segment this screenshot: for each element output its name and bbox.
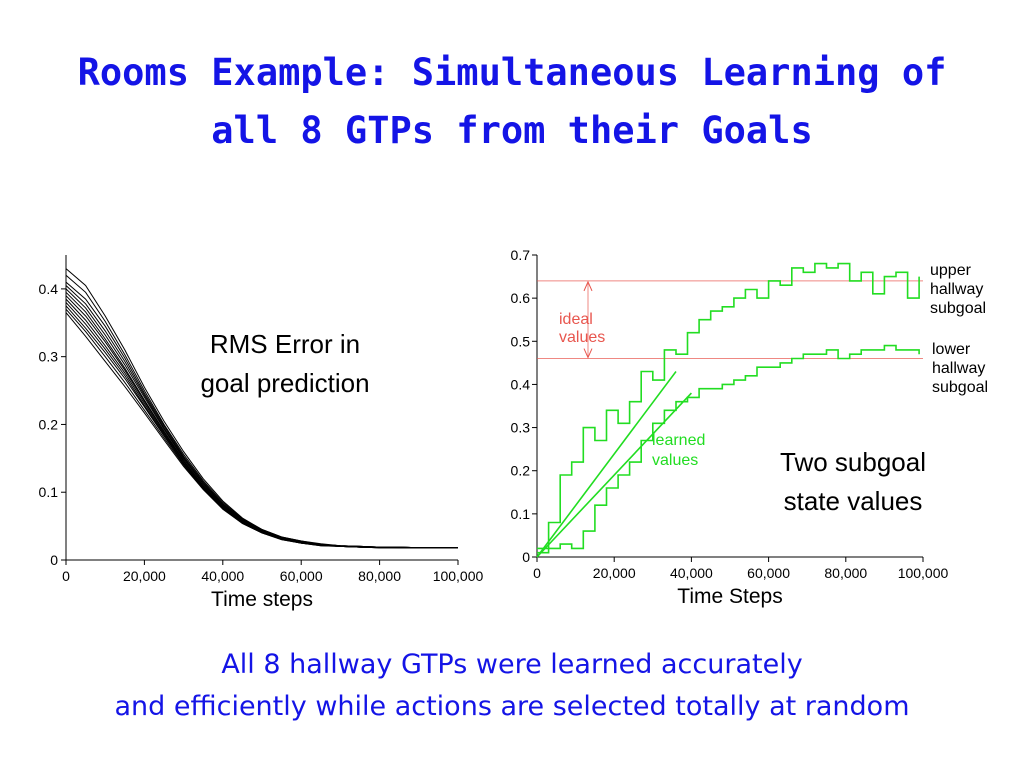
x-tick-label: 20,000 <box>123 568 166 584</box>
y-tick-label: 0.7 <box>511 247 531 263</box>
lower-subgoal-label: hallway <box>932 360 985 377</box>
y-tick-label: 0.2 <box>39 416 59 432</box>
y-tick-label: 0.6 <box>511 290 531 306</box>
y-tick-label: 0.1 <box>511 506 531 522</box>
upper-subgoal-label: hallway <box>930 281 983 298</box>
x-tick-label: 0 <box>533 565 541 581</box>
caption-line-1: All 8 hallway GTPs were learned accurate… <box>221 649 803 680</box>
ideal-values-label: values <box>559 329 605 346</box>
y-tick-label: 0.2 <box>511 463 531 479</box>
slide-title-line-1: Rooms Example: Simultaneous Learning of <box>77 51 947 94</box>
learned-series-line <box>537 344 920 554</box>
y-tick-label: 0.4 <box>511 376 531 392</box>
learned-series-line <box>537 262 920 550</box>
x-axis-label: Time Steps <box>677 585 782 608</box>
lower-subgoal-label: subgoal <box>932 379 988 396</box>
learned-values-label: learned <box>652 432 705 449</box>
rms-series-line <box>65 288 458 549</box>
rms-series-line <box>65 312 458 549</box>
ideal-arrow-head <box>583 348 593 359</box>
rms-error-chart: 0 20,000 40,000 60,000 80,000 100,000 0 0.1 0.2 0… <box>39 255 484 611</box>
x-tick-label: 80,000 <box>824 565 867 581</box>
y-tick-label: 0.3 <box>39 349 59 365</box>
caption-line-2: and efficiently while actions are select… <box>114 691 910 722</box>
x-tick-label: 40,000 <box>201 568 244 584</box>
rms-series-line <box>65 285 458 549</box>
chart-title-line: state values <box>784 486 923 516</box>
y-tick-label: 0 <box>50 552 58 568</box>
learned-values-label: values <box>652 452 698 469</box>
ideal-arrow-head <box>583 280 593 292</box>
lower-subgoal-label: lower <box>932 341 971 358</box>
ideal-values-label: ideal <box>559 311 593 328</box>
x-tick-label: 20,000 <box>593 565 636 581</box>
y-tick-label: 0.1 <box>39 484 59 500</box>
rms-series-line <box>65 274 458 549</box>
upper-subgoal-label: upper <box>930 262 972 279</box>
y-tick-label: 0 <box>522 549 530 565</box>
chart-title-line: goal prediction <box>200 368 369 398</box>
x-tick-label: 60,000 <box>747 565 790 581</box>
x-axis-label: Time steps <box>211 588 313 611</box>
learned-trend-line <box>536 392 692 558</box>
slide-title: Rooms Example: Simultaneous Learning of … <box>0 44 1024 160</box>
x-tick-label: 100,000 <box>898 565 949 581</box>
slide-caption: All 8 hallway GTPs were learned accurate… <box>0 644 1024 728</box>
rms-series-line <box>65 268 458 549</box>
y-tick-label: 0.3 <box>511 420 531 436</box>
chart-title-line: RMS Error in <box>210 329 360 359</box>
x-tick-label: 100,000 <box>433 568 484 584</box>
x-tick-label: 80,000 <box>358 568 401 584</box>
x-tick-label: 0 <box>62 568 70 584</box>
upper-subgoal-label: subgoal <box>930 300 986 317</box>
slide-title-line-2: all 8 GTPs from their Goals <box>211 109 813 152</box>
learned-trend-line <box>536 371 677 558</box>
x-tick-label: 40,000 <box>670 565 713 581</box>
rms-series-line <box>65 281 458 549</box>
y-tick-label: 0.5 <box>511 333 531 349</box>
chart-title-line: Two subgoal <box>780 447 926 477</box>
y-tick-label: 0.4 <box>39 281 59 297</box>
x-tick-label: 60,000 <box>280 568 323 584</box>
subgoal-values-chart: 0 20,000 40,000 60,000 80,000 100,000 0 0.1 0.2 0… <box>511 247 989 608</box>
